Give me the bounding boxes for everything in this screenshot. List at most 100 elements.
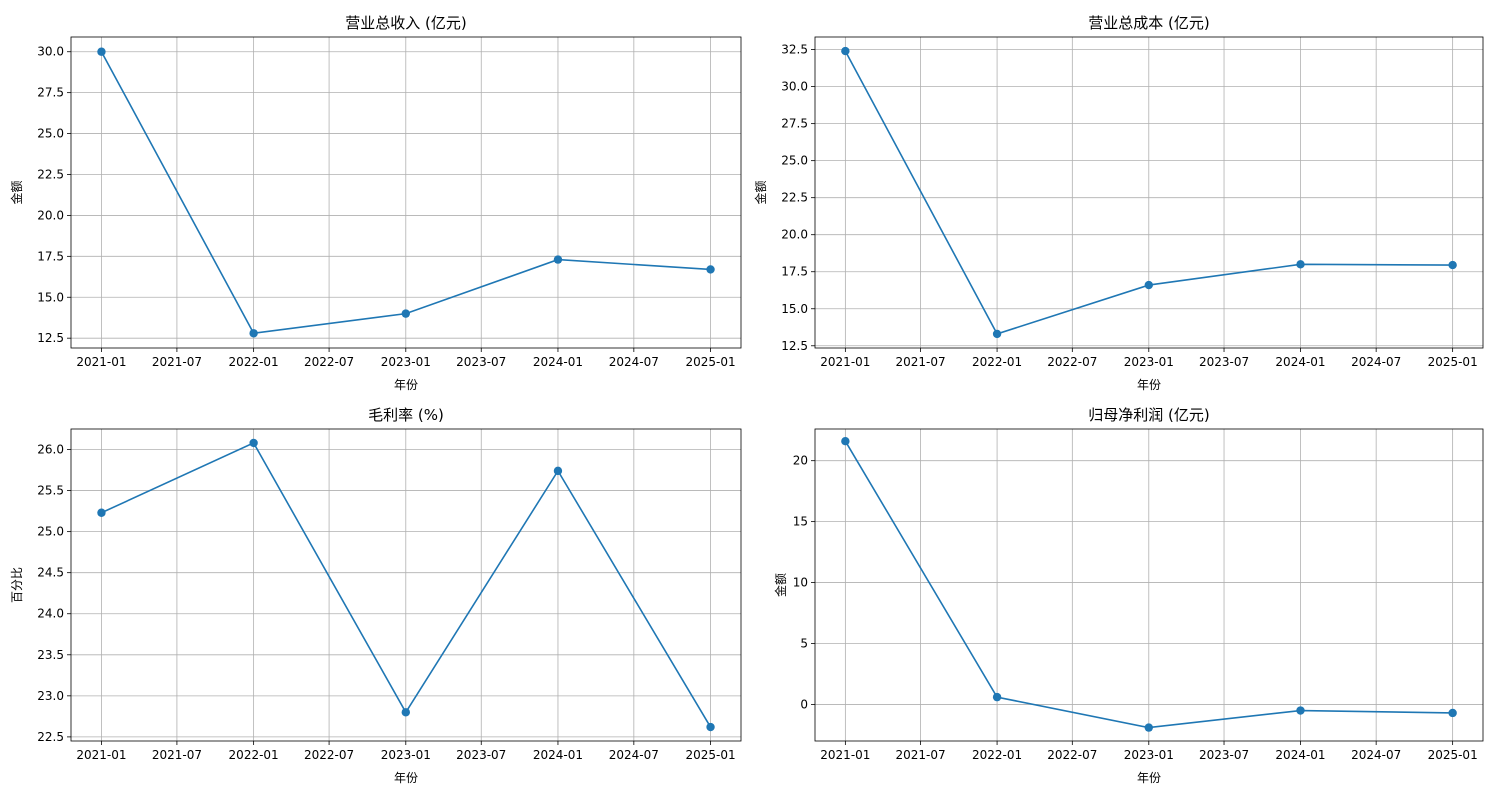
y-tick-label: 32.5 — [781, 43, 808, 57]
y-tick-label: 27.5 — [37, 86, 64, 100]
data-point — [1448, 708, 1457, 718]
x-tick-label: 2024-01 — [533, 748, 583, 762]
x-tick-label: 2021-07 — [896, 748, 946, 762]
y-tick-label: 25.0 — [37, 127, 64, 141]
x-tick-label: 2025-01 — [685, 355, 735, 369]
data-point — [553, 466, 563, 476]
y-tick-label: 23.0 — [37, 689, 64, 703]
x-tick-label: 2024-01 — [1275, 355, 1325, 369]
y-tick-label: 15 — [793, 515, 808, 529]
x-tick-label: 2023-01 — [1124, 748, 1174, 762]
y-tick-label: 0 — [800, 697, 808, 711]
x-tick-label: 2022-07 — [1047, 748, 1097, 762]
y-tick-label: 22.5 — [37, 167, 64, 181]
y-tick-label: 17.5 — [37, 249, 64, 263]
x-tick-label: 2021-01 — [76, 748, 126, 762]
data-point — [841, 436, 850, 446]
chart-title: 营业总收入 (亿元) — [345, 14, 466, 32]
y-tick-label: 20.0 — [37, 208, 64, 222]
x-tick-label: 2023-07 — [456, 748, 506, 762]
data-point — [97, 47, 106, 56]
x-tick-label: 2022-07 — [1047, 355, 1097, 369]
data-point — [1296, 260, 1305, 269]
y-tick-label: 30.0 — [781, 80, 808, 94]
x-tick-label: 2024-07 — [609, 748, 659, 762]
y-tick-label: 12.5 — [37, 331, 64, 345]
x-tick-label: 2024-07 — [1351, 748, 1401, 762]
x-axis-label: 年份 — [394, 378, 418, 392]
data-point — [1144, 280, 1153, 290]
y-tick-label: 26.0 — [37, 443, 64, 457]
y-tick-label: 24.0 — [37, 607, 64, 621]
data-point — [706, 722, 715, 732]
data-point — [553, 255, 563, 264]
chart-title: 毛利率 (%) — [368, 406, 444, 424]
y-tick-label: 23.5 — [37, 648, 64, 662]
x-tick-label: 2024-01 — [533, 355, 583, 369]
x-axis-label: 年份 — [1137, 771, 1161, 785]
y-tick-label: 17.5 — [781, 265, 808, 279]
chart-cost: 2021-01 2021-07 2022-01 2022-07 2023-01 2023-… — [753, 14, 1484, 392]
y-axis-label: 金额 — [9, 180, 24, 204]
y-axis-label: 金额 — [753, 180, 768, 204]
x-tick-label: 2021-01 — [820, 355, 870, 369]
data-point — [1296, 706, 1305, 715]
y-tick-label: 12.5 — [781, 339, 808, 353]
chart-title: 营业总成本 (亿元) — [1088, 14, 1209, 32]
y-tick-label: 25.0 — [781, 154, 808, 168]
x-tick-label: 2023-07 — [1199, 355, 1249, 369]
y-tick-label: 10 — [793, 576, 808, 590]
data-point — [401, 708, 410, 717]
x-tick-label: 2023-01 — [1124, 355, 1174, 369]
grid — [71, 37, 741, 348]
y-axis-label: 百分比 — [10, 567, 24, 603]
data-point — [992, 329, 1002, 339]
chart-title: 归母净利润 (亿元) — [1088, 406, 1209, 424]
grid — [71, 429, 741, 741]
data-point — [249, 438, 258, 448]
grid — [815, 429, 1483, 741]
data-point — [97, 508, 106, 517]
x-tick-label: 2021-07 — [152, 748, 202, 762]
grid — [815, 37, 1483, 348]
data-point — [249, 329, 258, 338]
x-tick-label: 2022-01 — [229, 748, 279, 762]
y-tick-label: 5 — [800, 637, 808, 651]
x-tick-label: 2025-01 — [1428, 355, 1478, 369]
data-point — [401, 309, 410, 318]
x-tick-label: 2023-01 — [381, 355, 431, 369]
y-tick-label: 15.0 — [781, 302, 808, 316]
x-tick-label: 2022-01 — [972, 355, 1022, 369]
data-point — [1144, 723, 1153, 732]
data-point — [706, 265, 715, 274]
chart-gross-margin: 2021-01 2021-07 2022-01 2022-07 2023-01 2023-… — [10, 406, 742, 785]
y-tick-label: 25.5 — [37, 484, 64, 498]
x-tick-label: 2024-07 — [609, 355, 659, 369]
data-point — [992, 692, 1002, 702]
x-tick-label: 2022-01 — [229, 355, 279, 369]
y-tick-label: 20 — [793, 454, 808, 468]
x-tick-label: 2022-07 — [304, 355, 354, 369]
chart-net-profit: 2021-01 2021-07 2022-01 2022-07 2023-01 2023-… — [773, 406, 1484, 785]
chart-revenue: 2021-01 2021-07 2022-01 2022-07 2023-01 2023-… — [9, 14, 742, 392]
x-tick-label: 2025-01 — [1428, 748, 1478, 762]
x-tick-label: 2023-07 — [1199, 748, 1249, 762]
y-tick-label: 25.0 — [37, 525, 64, 539]
x-tick-label: 2022-07 — [304, 748, 354, 762]
y-axis-label: 金额 — [773, 573, 788, 597]
x-tick-label: 2023-07 — [456, 355, 506, 369]
y-tick-label: 24.5 — [37, 566, 64, 580]
x-tick-label: 2021-07 — [896, 355, 946, 369]
y-tick-label: 30.0 — [37, 45, 64, 59]
x-tick-label: 2024-07 — [1351, 355, 1401, 369]
x-tick-label: 2025-01 — [685, 748, 735, 762]
x-tick-label: 2021-07 — [152, 355, 202, 369]
data-point — [1448, 260, 1457, 270]
y-tick-label: 22.5 — [37, 730, 64, 744]
data-point — [841, 46, 850, 56]
x-tick-label: 2021-01 — [820, 748, 870, 762]
x-tick-label: 2022-01 — [972, 748, 1022, 762]
x-axis-label: 年份 — [1137, 378, 1161, 392]
x-tick-label: 2021-01 — [76, 355, 126, 369]
